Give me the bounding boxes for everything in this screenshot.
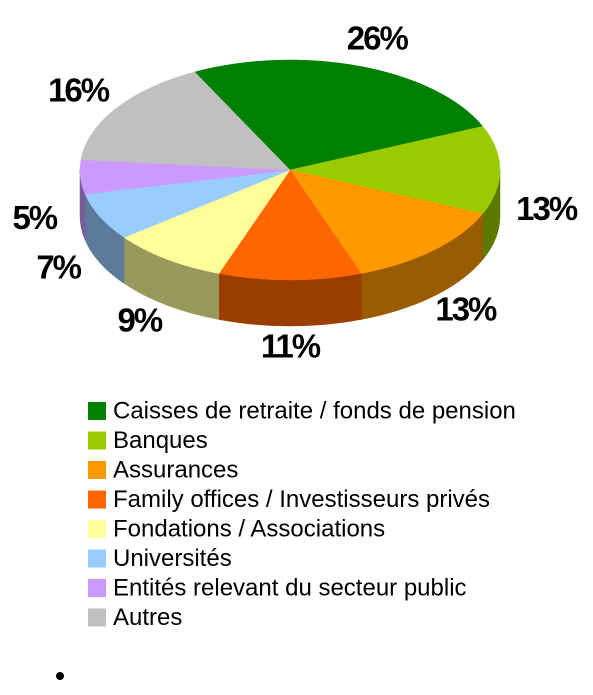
legend-swatch — [88, 461, 106, 479]
legend-swatch — [88, 608, 106, 627]
data-label: 11% — [261, 328, 321, 365]
legend-swatch — [88, 431, 106, 450]
legend-label: Family offices / Investisseurs privés — [113, 486, 490, 513]
legend-swatch — [88, 490, 106, 509]
pie-slice — [123, 169, 291, 274]
pie-slice — [289, 169, 484, 274]
legend-swatch — [88, 520, 106, 538]
pie-slice — [218, 169, 362, 281]
legend-label: Entités relevant du secteur public — [113, 574, 467, 601]
data-label: 5% — [12, 199, 57, 236]
legend-swatch — [88, 579, 106, 597]
data-label: 9% — [118, 301, 163, 338]
legend-label: Fondations / Associations — [113, 515, 385, 542]
legend-swatch — [88, 402, 106, 420]
legend-label: Autres — [113, 604, 182, 631]
legend-swatch — [88, 549, 106, 568]
pie-slice — [289, 126, 501, 214]
legend-label: Assurances — [113, 456, 238, 483]
data-label: 13% — [435, 290, 497, 327]
legend-label: Universités — [113, 545, 232, 572]
data-label: 7% — [36, 249, 81, 286]
pie-slice — [80, 71, 291, 171]
pie-side — [218, 273, 362, 327]
data-label: 13% — [516, 190, 578, 227]
legend-label: Caisses de retraite / fonds de pension — [113, 397, 516, 424]
bullet — [56, 672, 64, 680]
data-label: 26% — [347, 19, 409, 56]
data-label: 16% — [48, 71, 110, 108]
legend-label: Banques — [113, 427, 208, 454]
